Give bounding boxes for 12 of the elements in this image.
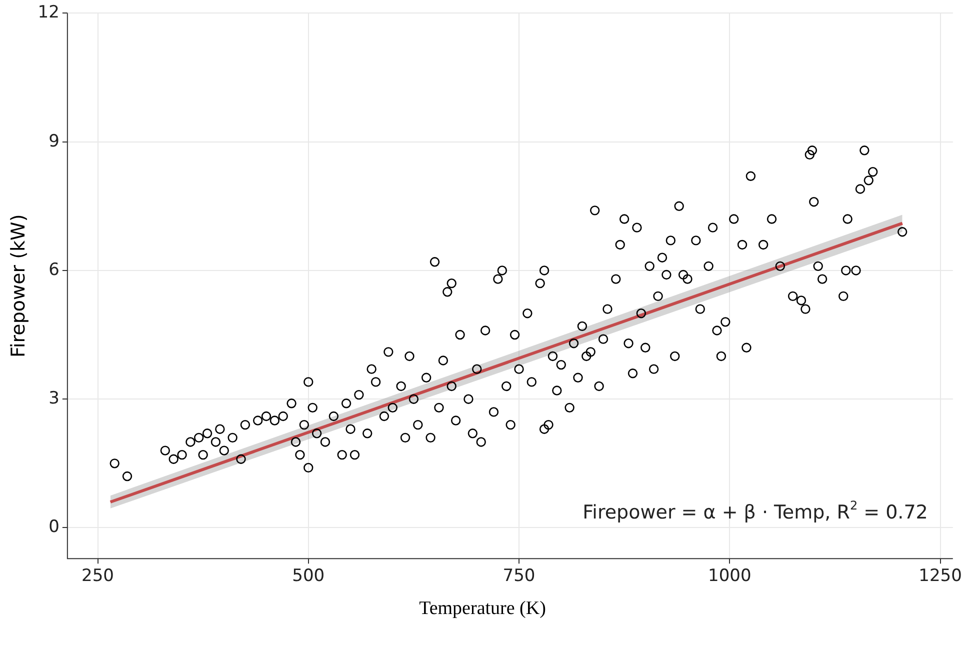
x-tick-label: 1250 (918, 566, 962, 586)
x-tick-label: 750 (502, 566, 536, 586)
x-tick-label: 500 (292, 566, 325, 586)
y-tick-label: 3 (48, 388, 60, 409)
x-tick-label: 250 (82, 566, 114, 586)
y-tick-label: 12 (38, 2, 60, 23)
x-tick-label: 1000 (708, 566, 752, 586)
x-axis-title: Temperature (K) (418, 598, 547, 620)
y-tick-label: 9 (48, 131, 60, 152)
y-axis-title: Firepower (kW) (7, 214, 30, 358)
y-tick-label: 6 (48, 260, 60, 280)
y-tick-label: 0 (48, 517, 60, 538)
